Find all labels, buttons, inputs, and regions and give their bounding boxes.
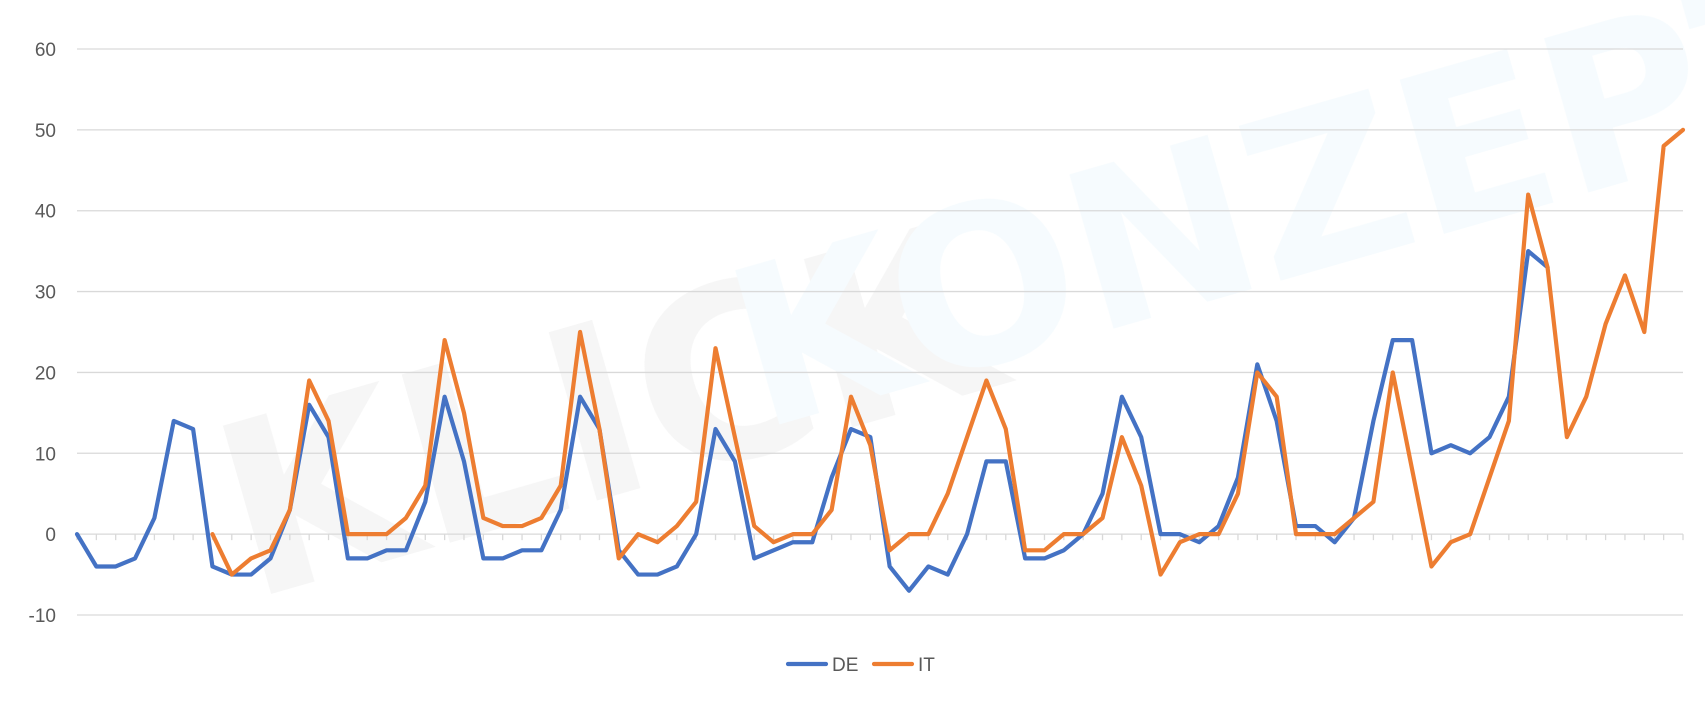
series-lines bbox=[74, 127, 1686, 593]
legend-label-de: DE bbox=[832, 655, 858, 676]
y-tick-label: 10 bbox=[35, 444, 56, 465]
series-line-it bbox=[210, 127, 1686, 577]
y-tick-label: -10 bbox=[29, 606, 56, 627]
watermark: KLICK KONZEPT bbox=[189, 0, 1705, 655]
y-tick-label: 50 bbox=[35, 121, 56, 142]
y-tick-label: 60 bbox=[35, 40, 56, 61]
gridlines bbox=[77, 48, 1683, 616]
y-tick-label: 30 bbox=[35, 283, 56, 304]
y-tick-label: 40 bbox=[35, 202, 56, 223]
legend-label-it: IT bbox=[918, 655, 935, 676]
y-axis-tick-labels: -10 0 10 20 30 40 50 60 bbox=[29, 40, 56, 627]
series-line-de bbox=[74, 249, 1550, 593]
y-tick-label: 0 bbox=[45, 525, 56, 546]
y-tick-label: 20 bbox=[35, 363, 56, 384]
legend: DE IT bbox=[785, 655, 935, 676]
